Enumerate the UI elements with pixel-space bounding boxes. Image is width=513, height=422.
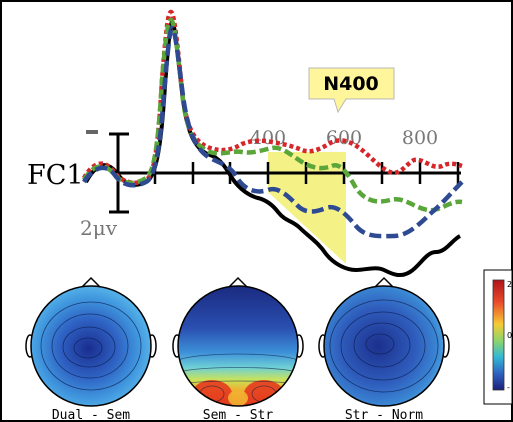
- topomap-label: Str - Norm: [345, 408, 423, 422]
- topomap-str-norm: Str - Norm: [318, 276, 450, 422]
- topomap-label: Dual - Sem: [52, 408, 130, 422]
- channel-label: FC1: [27, 160, 84, 191]
- n400-callout: N400: [308, 67, 395, 114]
- topomap-dual-sem: Dual - Sem: [25, 276, 157, 422]
- time-label-400: 400: [250, 127, 286, 149]
- colorbar-top-label: 2: [507, 280, 512, 289]
- scale-label: 2μv: [80, 216, 118, 240]
- time-label-800: 800: [402, 127, 438, 149]
- colorbar-gradient: [492, 279, 505, 391]
- topomap-label: Sem - Str: [203, 408, 274, 422]
- topomap-sem-str: Sem - Str: [172, 276, 304, 422]
- waveform-blue: [82, 25, 464, 239]
- erp-panel: N400 400 600 800 FC1 2μv: [27, 9, 464, 278]
- colorbar-mid-label: 0: [507, 331, 512, 340]
- colorbar: 2 0 -: [483, 269, 513, 405]
- n400-window: [268, 152, 346, 264]
- n400-callout-label: N400: [323, 73, 379, 95]
- colorbar-bottom-label: -: [507, 383, 510, 392]
